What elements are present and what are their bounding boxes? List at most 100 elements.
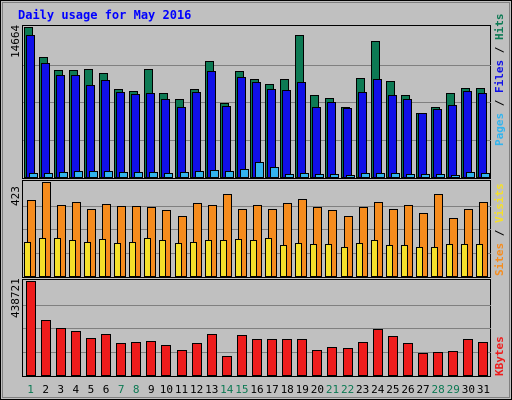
- bar-kbytes-day-25: [388, 336, 398, 376]
- bar-files-day-29: [448, 105, 457, 178]
- bar-pages-day-12: [195, 171, 204, 178]
- bar-kbytes-day-23: [358, 342, 368, 376]
- legend-kbytes: KBytes: [493, 336, 506, 376]
- bar-kbytes-day-20: [312, 350, 322, 376]
- bar-pages-day-1: [29, 173, 38, 178]
- bar-files-day-4: [71, 75, 80, 178]
- bar-pages-day-24: [376, 173, 385, 178]
- bar-visits-day-14: [223, 194, 232, 277]
- bar-kbytes-day-28: [433, 352, 443, 376]
- bar-kbytes-day-12: [192, 343, 202, 376]
- x-tick-label-31: 31: [477, 383, 490, 396]
- x-tick-label-8: 8: [133, 383, 140, 396]
- x-tick-label-15: 15: [235, 383, 248, 396]
- bar-pages-day-27: [421, 174, 430, 178]
- x-tick-label-28: 28: [432, 383, 445, 396]
- bar-files-day-27: [418, 113, 427, 178]
- bar-files-day-15: [237, 77, 246, 178]
- bar-pages-day-7: [119, 172, 128, 178]
- legend-pages-files-hits: Pages / Files / Hits: [493, 14, 506, 147]
- bar-kbytes-day-1: [26, 281, 36, 376]
- bar-sites-day-18: [280, 245, 287, 277]
- bar-sites-day-15: [235, 239, 242, 277]
- bar-files-day-21: [327, 102, 336, 178]
- bar-kbytes-day-4: [71, 331, 81, 376]
- bar-sites-day-20: [310, 244, 317, 277]
- bar-files-day-31: [478, 93, 487, 178]
- bar-pages-day-9: [149, 172, 158, 178]
- bar-visits-day-24: [374, 202, 383, 277]
- bar-files-day-7: [116, 92, 125, 178]
- x-tick-label-19: 19: [296, 383, 309, 396]
- x-tick-label-6: 6: [103, 383, 110, 396]
- bar-kbytes-day-13: [207, 334, 217, 376]
- bar-sites-day-27: [416, 247, 423, 277]
- bar-visits-day-12: [193, 203, 202, 277]
- bar-visits-day-31: [479, 202, 488, 277]
- bar-sites-day-16: [250, 240, 257, 277]
- legend-sites-visits: Sites / Visits: [493, 183, 506, 276]
- bar-sites-day-6: [99, 239, 106, 277]
- bar-kbytes-day-27: [418, 353, 428, 376]
- bar-visits-day-20: [313, 207, 322, 277]
- bar-sites-day-14: [220, 240, 227, 277]
- bar-kbytes-day-11: [177, 350, 187, 376]
- x-tick-label-23: 23: [356, 383, 369, 396]
- bar-pages-day-14: [225, 171, 234, 178]
- bar-sites-day-11: [175, 243, 182, 277]
- bar-files-day-22: [343, 108, 352, 178]
- bar-visits-day-25: [389, 209, 398, 277]
- panel-3-max-label: 438721: [9, 278, 22, 318]
- bar-pages-day-22: [346, 175, 355, 178]
- bar-files-day-12: [192, 92, 201, 178]
- bar-visits-day-30: [464, 209, 473, 277]
- bar-kbytes-day-31: [478, 342, 488, 376]
- bar-pages-day-16: [255, 162, 264, 178]
- x-tick-label-25: 25: [386, 383, 399, 396]
- bar-sites-day-1: [24, 242, 31, 277]
- bar-visits-day-8: [132, 206, 141, 277]
- x-tick-label-21: 21: [326, 383, 339, 396]
- bar-visits-day-21: [328, 210, 337, 277]
- bar-sites-day-4: [69, 240, 76, 277]
- bar-files-day-24: [373, 79, 382, 178]
- bar-sites-day-7: [114, 243, 121, 277]
- x-tick-label-9: 9: [148, 383, 155, 396]
- x-tick-label-30: 30: [462, 383, 475, 396]
- bar-pages-day-31: [481, 173, 490, 178]
- bar-files-day-23: [358, 92, 367, 178]
- panel-1-max-label: 14664: [9, 25, 22, 58]
- bar-files-day-6: [101, 80, 110, 178]
- bar-pages-day-5: [89, 171, 98, 178]
- x-tick-label-22: 22: [341, 383, 354, 396]
- x-tick-label-17: 17: [265, 383, 278, 396]
- bar-sites-day-25: [386, 245, 393, 277]
- bar-pages-day-4: [74, 171, 83, 178]
- bar-files-day-20: [312, 107, 321, 178]
- bar-kbytes-day-2: [41, 320, 51, 376]
- bar-files-day-3: [56, 75, 65, 178]
- bar-files-day-10: [161, 99, 170, 178]
- x-tick-label-14: 14: [220, 383, 234, 396]
- bar-pages-day-30: [466, 172, 475, 178]
- bar-kbytes-day-10: [161, 345, 171, 376]
- bar-kbytes-day-3: [56, 328, 66, 376]
- legend-visits: Visits: [493, 183, 506, 223]
- bar-kbytes-day-5: [86, 338, 96, 376]
- bar-visits-day-27: [419, 213, 428, 277]
- bar-sites-day-30: [461, 244, 468, 277]
- bar-visits-day-1: [27, 200, 36, 277]
- bar-files-day-18: [282, 90, 291, 178]
- bar-visits-day-18: [283, 203, 292, 277]
- x-tick-label-1: 1: [27, 383, 34, 396]
- bar-files-day-14: [222, 106, 231, 178]
- chart-marks: [23, 27, 491, 376]
- bar-kbytes-day-17: [267, 339, 277, 376]
- legend-sep-2: /: [493, 46, 506, 53]
- bar-pages-day-8: [134, 172, 143, 178]
- bar-pages-day-18: [285, 174, 294, 178]
- bar-sites-day-26: [401, 245, 408, 277]
- bar-sites-day-9: [144, 238, 151, 277]
- x-tick-label-2: 2: [42, 383, 49, 396]
